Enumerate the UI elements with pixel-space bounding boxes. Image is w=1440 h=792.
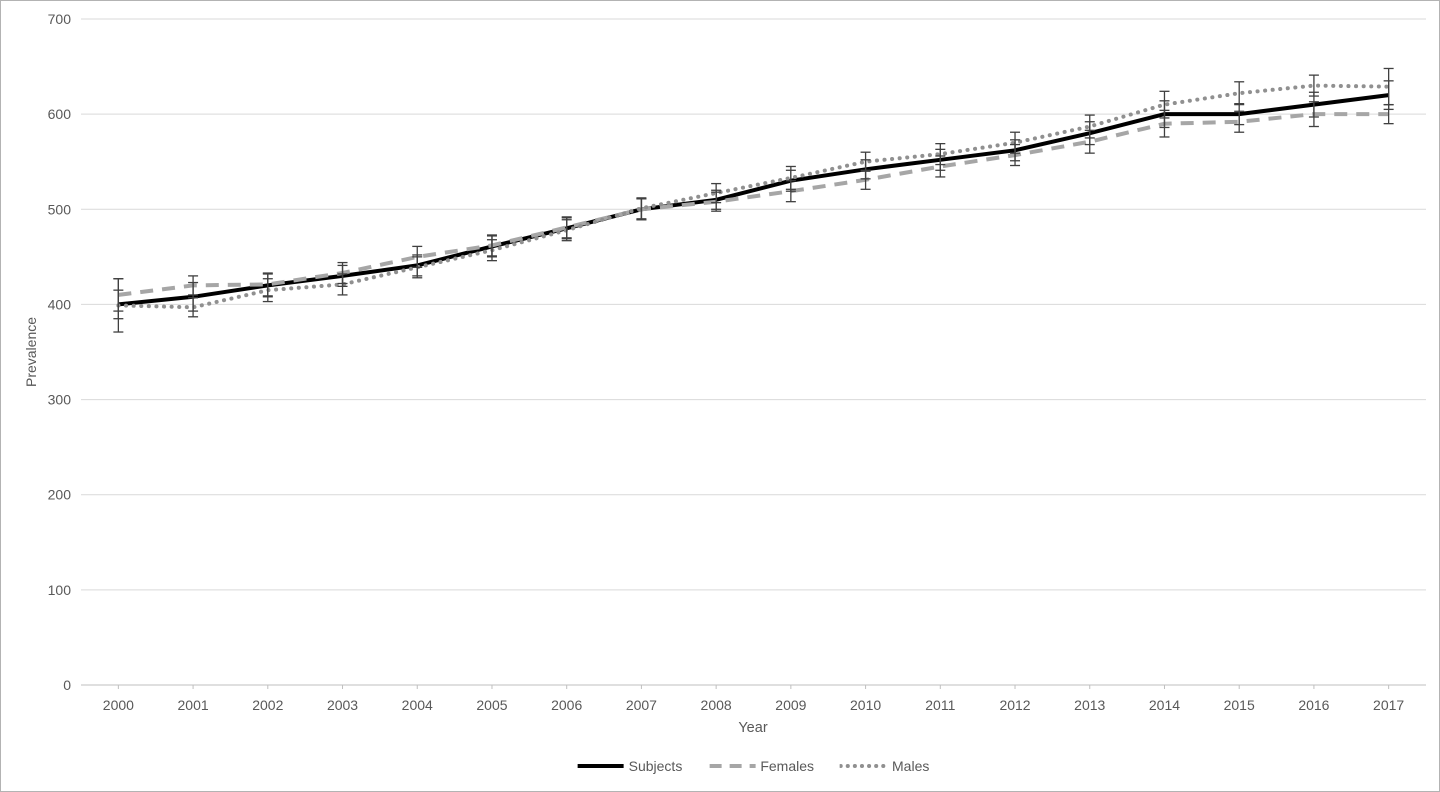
- males-dotted-line-icon: [840, 764, 889, 768]
- y-tick-label: 500: [48, 201, 72, 217]
- x-tick-label: 2011: [925, 697, 955, 713]
- x-tick-label: 2005: [476, 697, 507, 713]
- y-tick-label: 600: [48, 106, 72, 122]
- x-tick-label: 2012: [999, 697, 1030, 713]
- error-bars-males: [113, 67, 1394, 333]
- legend-item-males: Males: [840, 758, 929, 774]
- x-tick-label: 2003: [327, 697, 358, 713]
- legend-item-subjects: Subjects: [577, 758, 683, 774]
- x-tick-label: 2017: [1373, 697, 1404, 713]
- x-tick-label: 2016: [1298, 697, 1329, 713]
- x-tick-label: 2015: [1224, 697, 1255, 713]
- x-axis-title: Year: [738, 720, 768, 736]
- x-tick-label: 2007: [626, 697, 657, 713]
- legend-item-females: Females: [708, 758, 814, 774]
- x-tick-label: 2006: [551, 697, 582, 713]
- subjects-solid-line-icon: [577, 764, 624, 768]
- y-tick-label: 700: [48, 11, 72, 27]
- legend: Subjects Females Males: [577, 758, 929, 774]
- series-line-males: [116, 83, 1391, 310]
- x-tick-label: 2000: [103, 697, 134, 713]
- x-tick-label: 2013: [1074, 697, 1105, 713]
- series-line-females: [118, 112, 1389, 297]
- y-tick-label: 100: [48, 582, 72, 598]
- x-tick-label: 2014: [1149, 697, 1180, 713]
- x-tick-label: 2008: [701, 697, 732, 713]
- y-tick-label: 0: [63, 677, 71, 693]
- error-bars-subjects: [113, 80, 1394, 320]
- females-dashed-line-icon: [709, 764, 756, 768]
- x-tick-label: 2002: [252, 697, 283, 713]
- legend-label-subjects: Subjects: [628, 758, 683, 774]
- y-axis-title: Prevalence: [23, 316, 39, 388]
- y-tick-label: 300: [48, 392, 72, 408]
- x-tick-label: 2001: [178, 697, 209, 713]
- series-line-subjects: [118, 93, 1389, 307]
- y-tick-label: 400: [48, 296, 72, 312]
- y-tick-label: 200: [48, 487, 72, 503]
- x-tick-label: 2010: [850, 697, 881, 713]
- x-tick-label: 2004: [402, 697, 433, 713]
- x-tick-label: 2009: [775, 697, 806, 713]
- legend-label-females: Females: [760, 758, 815, 774]
- legend-label-males: Males: [892, 758, 930, 774]
